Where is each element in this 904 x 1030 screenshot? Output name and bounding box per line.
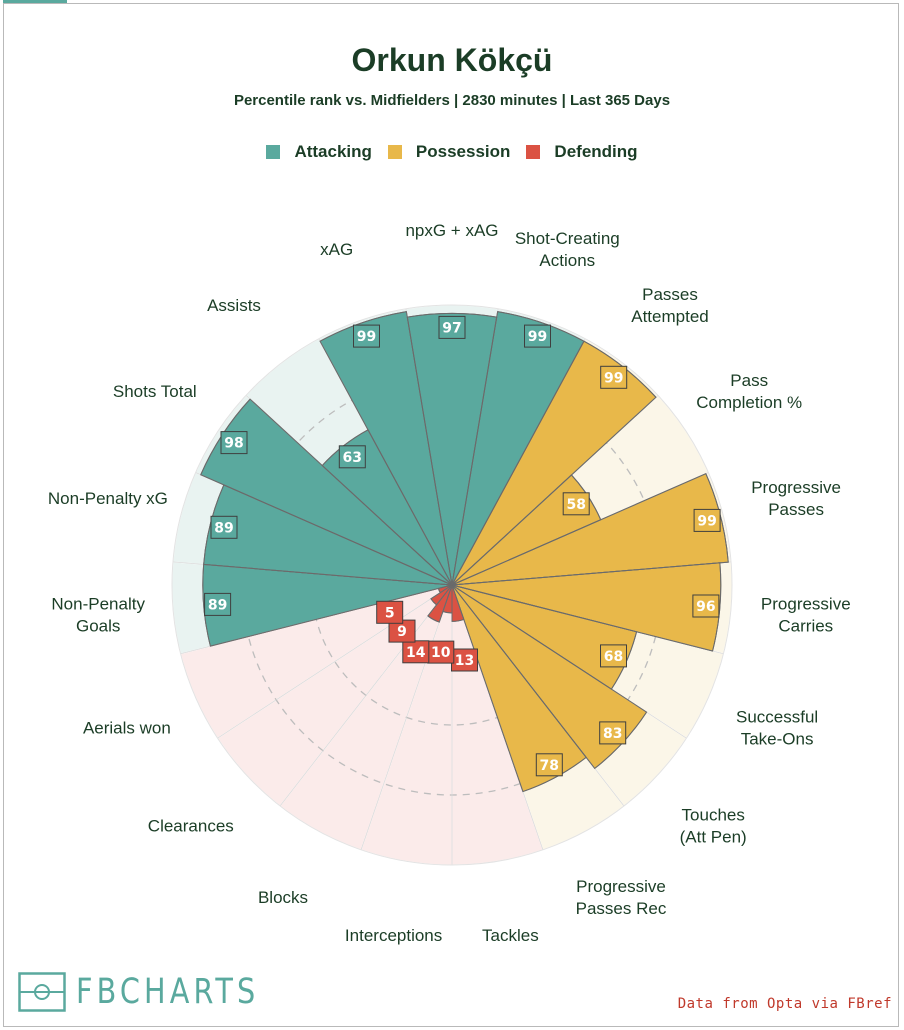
value-label-touches-att-pen-: 83 xyxy=(603,726,622,742)
value-label-progressive-passes-box xyxy=(693,508,721,532)
legend-swatch-defending xyxy=(526,145,541,159)
value-label-non-penalty-xg-box xyxy=(210,515,238,539)
legend-item-defending: Defending xyxy=(526,142,638,162)
value-label-interceptions: 10 xyxy=(431,645,451,661)
legend-label-attacking: Attacking xyxy=(294,142,372,161)
axis-label-assists: Assists xyxy=(207,296,261,315)
value-label-successful-take-ons: 68 xyxy=(604,649,623,665)
pitch-logo-icon xyxy=(18,972,66,1012)
legend-label-defending: Defending xyxy=(554,142,638,161)
corner-tab xyxy=(3,0,67,4)
value-label-pass-completion--box xyxy=(562,492,590,516)
value-label-npxg-xag-box xyxy=(438,315,466,339)
axis-label-progressive-passes-rec: Progressive Passes Rec xyxy=(576,877,667,918)
legend-swatch-attacking xyxy=(266,145,281,159)
value-label-progressive-passes: 99 xyxy=(697,513,716,529)
value-label-progressive-carries: 96 xyxy=(696,599,715,615)
value-label-assists-box xyxy=(338,445,366,469)
value-label-touches-att-pen--box xyxy=(599,721,627,745)
value-label-aerials-won: 5 xyxy=(385,605,395,621)
axis-label-progressive-carries: Progressive Carries xyxy=(761,594,851,635)
value-label-blocks-box xyxy=(402,640,430,664)
legend-label-possession: Possession xyxy=(415,142,511,161)
axis-label-npxg-xag: npxG + xAG xyxy=(405,221,498,240)
bar-outline xyxy=(451,562,722,652)
value-label-pass-completion-: 58 xyxy=(566,497,585,513)
value-label-non-penalty-goals: 89 xyxy=(208,597,227,613)
value-label-xag: 99 xyxy=(357,329,376,345)
chart-title: Orkun Kökçü xyxy=(351,42,553,78)
value-label-shot-creating-actions-box xyxy=(524,324,551,348)
value-label-assists: 63 xyxy=(343,450,362,466)
bar-outline xyxy=(427,584,453,623)
brand: FBCHARTS xyxy=(18,972,300,1012)
spoke-line xyxy=(360,584,453,850)
value-label-shot-creating-actions: 99 xyxy=(528,329,547,345)
spoke-line xyxy=(279,584,453,807)
axis-label-blocks: Blocks xyxy=(258,888,308,907)
bar-outline xyxy=(319,311,453,586)
value-label-non-penalty-goals-box xyxy=(204,592,232,616)
legend: Attacking Possession Defending xyxy=(0,142,904,162)
axis-label-tackles: Tackles xyxy=(482,926,539,945)
axis-label-pass-completion-: Pass Completion % xyxy=(696,371,802,412)
axis-label-interceptions: Interceptions xyxy=(345,926,442,945)
axis-label-touches-att-pen-: Touches (Att Pen) xyxy=(680,805,747,846)
bar-outline xyxy=(451,584,465,622)
spoke-line xyxy=(217,584,453,739)
axis-label-successful-take-ons: Successful Take-Ons xyxy=(736,708,818,749)
outer-ring xyxy=(171,304,733,866)
bar-outline xyxy=(430,584,453,606)
value-label-tackles: 13 xyxy=(455,653,474,669)
axis-label-non-penalty-xg: Non-Penalty xG xyxy=(48,489,168,508)
value-label-clearances: 9 xyxy=(397,624,407,640)
axis-label-xag: xAG xyxy=(320,240,353,259)
value-label-successful-take-ons-box xyxy=(600,644,627,668)
legend-item-attacking: Attacking xyxy=(266,142,372,162)
bar-outline xyxy=(451,472,729,586)
axis-label-passes-attempted: Passes Attempted xyxy=(631,285,709,326)
value-label-non-penalty-xg: 89 xyxy=(214,520,233,536)
value-label-shots-total: 98 xyxy=(224,436,243,452)
value-label-blocks: 14 xyxy=(406,645,426,661)
bar-outline xyxy=(451,584,587,793)
legend-swatch-possession xyxy=(387,145,402,159)
axis-label-non-penalty-goals: Non-Penalty Goals xyxy=(51,594,145,635)
value-label-xag-box xyxy=(353,324,380,348)
legend-item-possession: Possession xyxy=(387,142,511,162)
axis-label-shots-total: Shots Total xyxy=(113,382,197,401)
value-label-progressive-passes-rec: 78 xyxy=(540,758,559,774)
value-label-aerials-won-box xyxy=(376,600,404,624)
value-label-progressive-passes-rec-box xyxy=(535,753,563,777)
value-label-npxg-xag: 97 xyxy=(442,320,461,336)
value-label-shots-total-box xyxy=(220,431,248,455)
axis-label-shot-creating-actions: Shot-Creating Actions xyxy=(515,229,620,270)
value-label-passes-attempted-box xyxy=(600,365,628,389)
axis-label-progressive-passes: Progressive Passes xyxy=(751,478,841,519)
chart-subtitle: Percentile rank vs. Midfielders | 2830 m… xyxy=(233,92,671,109)
axis-label-aerials-won: Aerials won xyxy=(83,719,171,738)
data-source: Data from Opta via FBref xyxy=(677,996,892,1012)
value-label-passes-attempted: 99 xyxy=(604,370,623,386)
brand-name: FBCHARTS xyxy=(76,972,260,1012)
value-label-progressive-carries-box xyxy=(692,594,720,618)
axis-label-clearances: Clearances xyxy=(148,816,234,835)
